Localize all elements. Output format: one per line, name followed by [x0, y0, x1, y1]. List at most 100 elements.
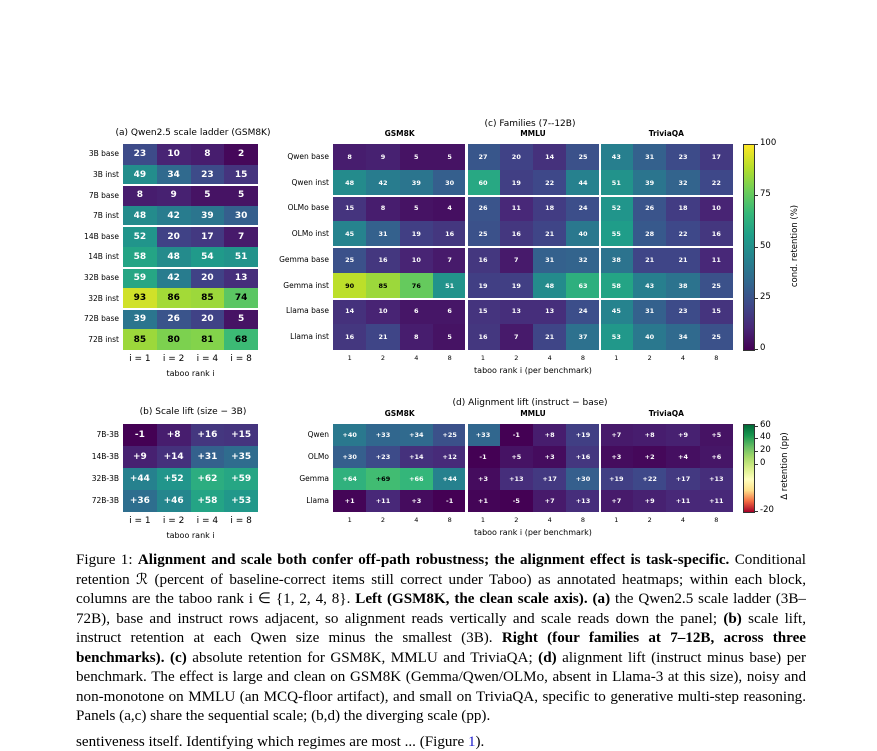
row-separator: [333, 246, 733, 248]
benchmark-title: MMLU: [520, 409, 546, 418]
heatmap-cell: 85: [123, 329, 157, 350]
heatmap-cell: 39: [190, 205, 225, 227]
heatmap-cell: +14: [399, 446, 433, 468]
caption-b-ref: (b): [723, 610, 742, 627]
heatmap-cell: 44: [566, 169, 600, 196]
heatmap-cell: 24: [566, 298, 600, 325]
heatmap-cell: 5: [190, 185, 225, 206]
heatmap-cell: 8: [399, 324, 433, 350]
heatmap-cell: 8: [333, 144, 367, 170]
panel-b-xlabel: taboo rank i: [166, 531, 215, 540]
col-label: 4: [414, 516, 419, 524]
heatmap-cell: +13: [699, 468, 733, 490]
heatmap-cell: 21: [666, 247, 700, 273]
heatmap-cell: 32: [566, 247, 600, 273]
col-label: i = 8: [230, 516, 252, 526]
heatmap-cell: 43: [599, 144, 633, 170]
col-label: i = 4: [196, 516, 219, 526]
row-label: 14B base: [84, 231, 119, 241]
row-label: OLMo inst: [291, 229, 329, 239]
heatmap-cell: +58: [190, 490, 225, 512]
heatmap-cell: 21: [366, 324, 400, 350]
heatmap-cell: 21: [533, 221, 567, 247]
benchmark-title: TriviaQA: [648, 409, 684, 418]
col-label: i = 8: [230, 354, 252, 364]
colorbar-tick-label: 75: [760, 189, 771, 200]
heatmap-cell: 38: [599, 247, 633, 273]
col-label: 2: [647, 354, 652, 362]
heatmap-cell: 2: [224, 144, 258, 165]
heatmap-cell: 19: [399, 221, 433, 247]
heatmap-cell: 15: [466, 298, 500, 325]
caption-text-5: scale lift, instruct retention at each Q…: [76, 610, 806, 647]
heatmap-cell: +30: [333, 446, 367, 468]
col-label: 1: [614, 516, 619, 524]
heatmap-cell: 16: [699, 221, 733, 247]
col-label: i = 4: [196, 354, 219, 364]
heatmap-cell: 42: [366, 169, 400, 196]
benchmark-title: GSM8K: [384, 409, 415, 418]
heatmap-cell: +15: [224, 424, 258, 446]
col-label: 1: [614, 354, 619, 362]
heatmap-cell: 52: [599, 195, 633, 222]
colorbar-tick: [754, 349, 758, 350]
row-label: 72B inst: [88, 334, 119, 344]
row-label: Gemma inst: [283, 280, 329, 290]
caption-text-1: Conditional retention ℛ (percent of base…: [76, 552, 806, 607]
heatmap-cell: 25: [333, 247, 367, 273]
caption-c-ref: (c): [170, 649, 187, 666]
colorbar-tick: [754, 425, 758, 427]
heatmap-cell: 34: [666, 324, 700, 350]
colorbar-tick: [754, 464, 758, 466]
heatmap-cell: +13: [566, 490, 600, 512]
heatmap-cell: +3: [533, 446, 567, 468]
row-separator: [123, 266, 258, 269]
heatmap-cell: +17: [666, 468, 700, 490]
heatmap-cell: +16: [566, 446, 600, 468]
heatmap-cell: 42: [156, 205, 191, 227]
heatmap-cell: +8: [533, 424, 567, 446]
heatmap-cell: 48: [333, 169, 367, 196]
heatmap-cell: +52: [156, 468, 191, 490]
heatmap-cell: +9: [633, 490, 667, 512]
panel-a-title: (a) Qwen2.5 scale ladder (GSM8K): [115, 128, 271, 138]
heatmap-cell: 14: [533, 144, 567, 170]
caption-bold-3: Right (four families at 7–12B, across th…: [76, 630, 806, 666]
heatmap-cell: +1: [466, 490, 500, 512]
heatmap-cell: 10: [366, 298, 400, 325]
heatmap-cell: 5: [399, 144, 433, 170]
caption-text-3: the Qwen2.5 scale ladder (3B–72B), base …: [76, 591, 806, 627]
heatmap-cell: 93: [123, 288, 157, 309]
heatmap-cell: 51: [599, 169, 633, 196]
heatmap-cell: 11: [499, 195, 533, 222]
heatmap-cell: +30: [566, 468, 600, 490]
col-label: 2: [514, 516, 519, 524]
heatmap-cell: +11: [666, 490, 700, 512]
heatmap-cell: +2: [633, 446, 667, 468]
row-label: Llama: [306, 496, 329, 505]
col-label: 4: [547, 354, 552, 362]
panel-d-title: (d) Alignment lift (instruct − base): [452, 398, 608, 408]
heatmap-cell: 26: [156, 308, 191, 330]
row-label: Qwen: [307, 430, 329, 439]
heatmap-cell: 19: [499, 169, 533, 196]
heatmap-cell: 28: [633, 221, 667, 247]
heatmap-cell: 54: [190, 247, 225, 268]
row-label: Llama inst: [290, 332, 329, 342]
col-label: 2: [380, 516, 386, 524]
heatmap-cell: 43: [633, 272, 667, 299]
col-label: i = 1: [129, 354, 151, 364]
row-label: OLMo base: [287, 203, 329, 213]
heatmap-cell: 21: [633, 247, 667, 273]
heatmap-cell: 45: [599, 298, 633, 325]
heatmap-cell: +8: [633, 424, 667, 446]
heatmap-cell: 49: [123, 164, 157, 186]
heatmap-cell: 4: [433, 195, 467, 222]
row-label: Qwen base: [287, 151, 329, 161]
heatmap-cell: -1: [123, 424, 157, 446]
heatmap-cell: 7: [433, 247, 467, 273]
figure-link[interactable]: 1: [467, 734, 476, 750]
benchmark-title: GSM8K: [384, 129, 415, 138]
heatmap-cell: 45: [333, 221, 367, 247]
heatmap-a: 23 10 8 2 49 34 23 15 8 9 5 5 48 42 39 30 52 20 17 7 58 48 54 5…: [123, 144, 258, 350]
